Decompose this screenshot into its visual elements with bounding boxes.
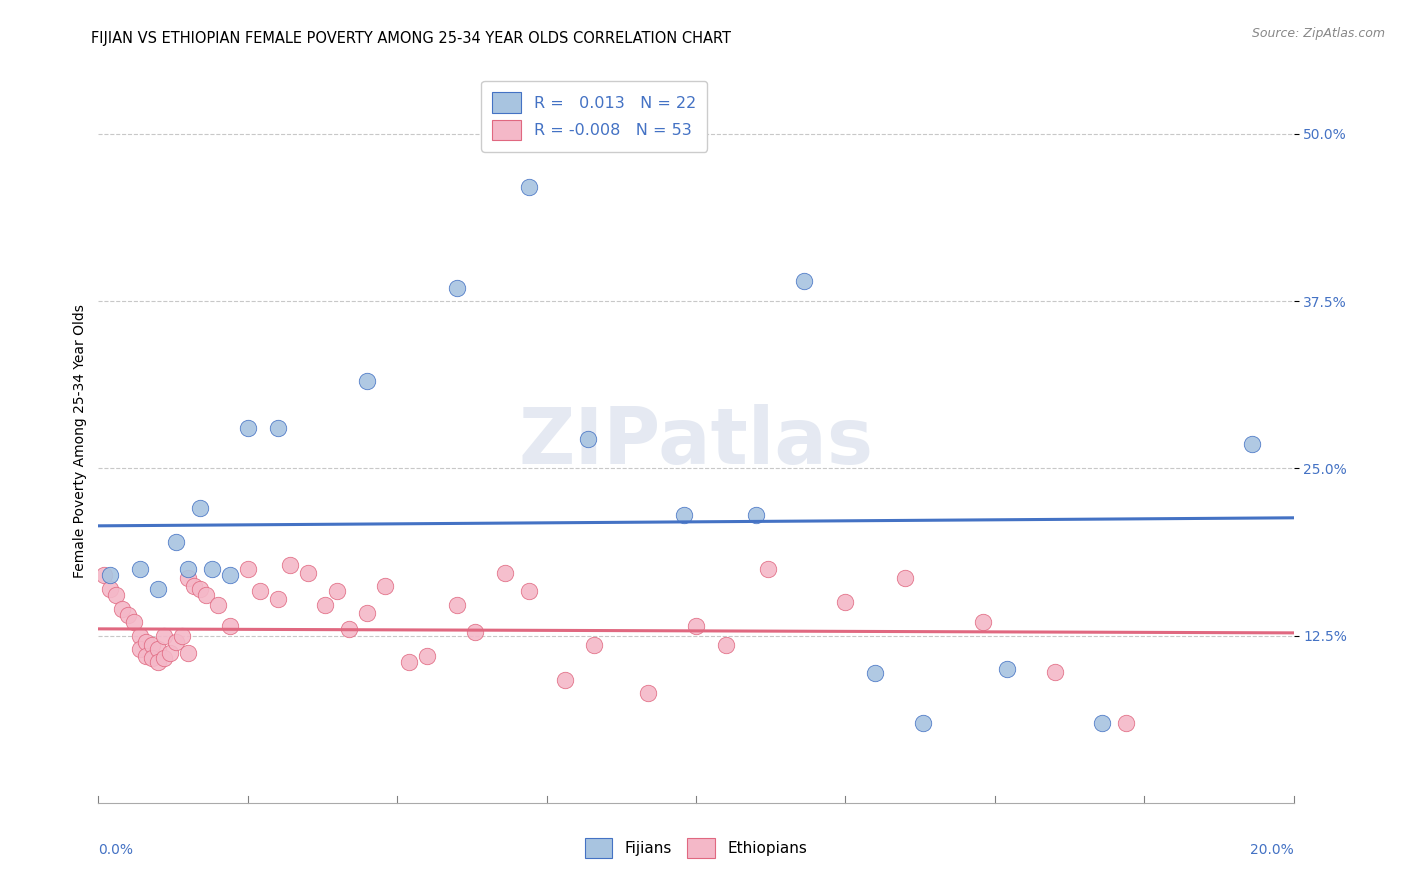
Point bbox=[315, 598, 337, 612]
Y-axis label: Female Poverty Among 25-34 Year Olds: Female Poverty Among 25-34 Year Olds bbox=[73, 304, 87, 579]
Point bbox=[159, 646, 181, 660]
Point bbox=[129, 562, 152, 576]
Point bbox=[494, 566, 516, 580]
Point bbox=[153, 628, 176, 642]
Point bbox=[267, 421, 290, 435]
Point bbox=[129, 642, 152, 657]
Point bbox=[153, 651, 176, 665]
Point bbox=[148, 655, 170, 669]
Text: ZIPatlas: ZIPatlas bbox=[519, 403, 873, 480]
Point bbox=[177, 562, 200, 576]
Point bbox=[685, 619, 707, 633]
Point bbox=[148, 582, 170, 596]
Point bbox=[912, 715, 935, 730]
Point bbox=[236, 562, 259, 576]
Point bbox=[135, 635, 157, 649]
Point bbox=[1043, 665, 1066, 679]
Point bbox=[111, 602, 134, 616]
Text: Source: ZipAtlas.com: Source: ZipAtlas.com bbox=[1251, 27, 1385, 40]
Point bbox=[583, 638, 606, 652]
Point bbox=[177, 646, 200, 660]
Legend: Fijians, Ethiopians: Fijians, Ethiopians bbox=[579, 832, 813, 863]
Point bbox=[117, 608, 139, 623]
Point bbox=[297, 566, 319, 580]
Point bbox=[894, 571, 917, 585]
Point bbox=[165, 534, 187, 549]
Point bbox=[201, 562, 224, 576]
Point bbox=[177, 571, 200, 585]
Point bbox=[714, 638, 737, 652]
Point bbox=[446, 281, 468, 295]
Point bbox=[124, 615, 146, 630]
Point bbox=[517, 180, 540, 194]
Point bbox=[464, 624, 486, 639]
Point bbox=[339, 622, 361, 636]
Point bbox=[278, 558, 301, 572]
Point bbox=[356, 606, 378, 620]
Point bbox=[141, 638, 163, 652]
Point bbox=[972, 615, 994, 630]
Point bbox=[673, 508, 696, 523]
Point bbox=[172, 628, 194, 642]
Point bbox=[129, 628, 152, 642]
Point bbox=[135, 648, 157, 663]
Point bbox=[1115, 715, 1137, 730]
Point bbox=[165, 635, 187, 649]
Point bbox=[188, 582, 211, 596]
Point bbox=[207, 598, 229, 612]
Point bbox=[756, 562, 779, 576]
Point bbox=[793, 274, 815, 288]
Point bbox=[995, 662, 1018, 676]
Point bbox=[219, 568, 242, 582]
Point bbox=[98, 568, 122, 582]
Point bbox=[188, 501, 211, 516]
Point bbox=[446, 598, 468, 612]
Point bbox=[326, 584, 349, 599]
Point bbox=[554, 673, 576, 687]
Point bbox=[578, 432, 600, 446]
Point bbox=[398, 655, 420, 669]
Text: FIJIAN VS ETHIOPIAN FEMALE POVERTY AMONG 25-34 YEAR OLDS CORRELATION CHART: FIJIAN VS ETHIOPIAN FEMALE POVERTY AMONG… bbox=[91, 31, 731, 46]
Point bbox=[93, 568, 115, 582]
Point bbox=[195, 589, 218, 603]
Point bbox=[183, 579, 205, 593]
Point bbox=[105, 589, 128, 603]
Point bbox=[517, 584, 540, 599]
Point bbox=[637, 686, 659, 700]
Point bbox=[236, 421, 259, 435]
Point bbox=[267, 592, 290, 607]
Point bbox=[834, 595, 856, 609]
Point bbox=[374, 579, 396, 593]
Point bbox=[219, 619, 242, 633]
Point bbox=[865, 665, 887, 680]
Point bbox=[356, 375, 378, 389]
Point bbox=[249, 584, 271, 599]
Point bbox=[1091, 715, 1114, 730]
Point bbox=[98, 582, 122, 596]
Text: 0.0%: 0.0% bbox=[98, 843, 134, 856]
Point bbox=[416, 648, 439, 663]
Text: 20.0%: 20.0% bbox=[1250, 843, 1294, 856]
Point bbox=[148, 642, 170, 657]
Point bbox=[1240, 437, 1263, 451]
Point bbox=[141, 651, 163, 665]
Point bbox=[745, 508, 768, 523]
